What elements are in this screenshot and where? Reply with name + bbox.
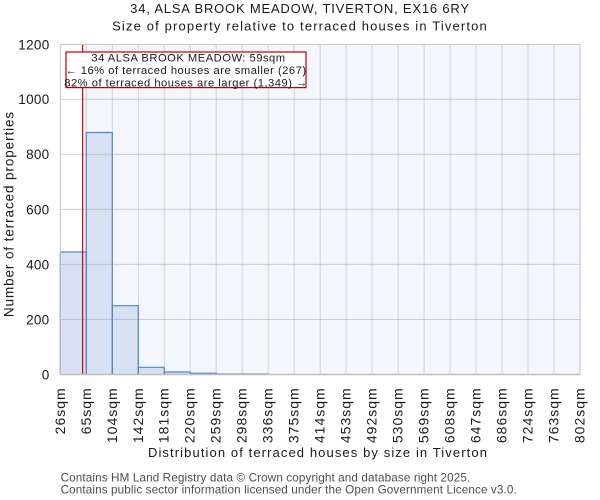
svg-text:142sqm: 142sqm (130, 387, 146, 443)
svg-text:336sqm: 336sqm (260, 387, 276, 443)
svg-text:Contains public sector informa: Contains public sector information licen… (61, 483, 517, 496)
svg-text:0: 0 (42, 367, 50, 382)
svg-text:647sqm: 647sqm (468, 387, 484, 443)
svg-text:259sqm: 259sqm (208, 387, 224, 443)
svg-text:Size of property relative to t: Size of property relative to terraced ho… (112, 19, 488, 34)
svg-text:763sqm: 763sqm (546, 387, 562, 443)
svg-text:Distribution of terraced house: Distribution of terraced houses by size … (148, 445, 488, 460)
svg-text:26sqm: 26sqm (52, 387, 68, 434)
svg-text:375sqm: 375sqm (286, 387, 302, 443)
svg-text:200: 200 (26, 312, 49, 327)
svg-text:453sqm: 453sqm (338, 387, 354, 443)
svg-text:Number of terraced properties: Number of terraced properties (2, 111, 17, 317)
svg-text:181sqm: 181sqm (156, 387, 172, 443)
svg-text:800: 800 (26, 147, 49, 162)
svg-text:400: 400 (26, 257, 49, 272)
svg-text:724sqm: 724sqm (520, 387, 536, 443)
svg-text:82% of terraced houses are lar: 82% of terraced houses are larger (1,349… (64, 77, 308, 89)
svg-text:1000: 1000 (18, 92, 49, 107)
svg-text:492sqm: 492sqm (364, 387, 380, 443)
svg-text:104sqm: 104sqm (104, 387, 120, 443)
svg-text:600: 600 (26, 202, 49, 217)
svg-text:220sqm: 220sqm (182, 387, 198, 443)
svg-text:802sqm: 802sqm (572, 387, 588, 443)
svg-text:← 16% of terraced houses are s: ← 16% of terraced houses are smaller (26… (65, 65, 306, 77)
svg-text:608sqm: 608sqm (442, 387, 458, 443)
svg-text:65sqm: 65sqm (78, 387, 94, 434)
svg-text:1200: 1200 (18, 37, 49, 52)
svg-text:34 ALSA BROOK MEADOW: 59sqm: 34 ALSA BROOK MEADOW: 59sqm (91, 53, 285, 65)
svg-text:569sqm: 569sqm (416, 387, 432, 443)
svg-text:Contains HM Land Registry data: Contains HM Land Registry data © Crown c… (61, 472, 471, 485)
svg-text:414sqm: 414sqm (312, 387, 328, 443)
svg-text:34, ALSA BROOK MEADOW, TIVERTO: 34, ALSA BROOK MEADOW, TIVERTON, EX16 6R… (130, 1, 470, 16)
svg-text:530sqm: 530sqm (390, 387, 406, 443)
svg-text:686sqm: 686sqm (494, 387, 510, 443)
svg-text:298sqm: 298sqm (234, 387, 250, 443)
